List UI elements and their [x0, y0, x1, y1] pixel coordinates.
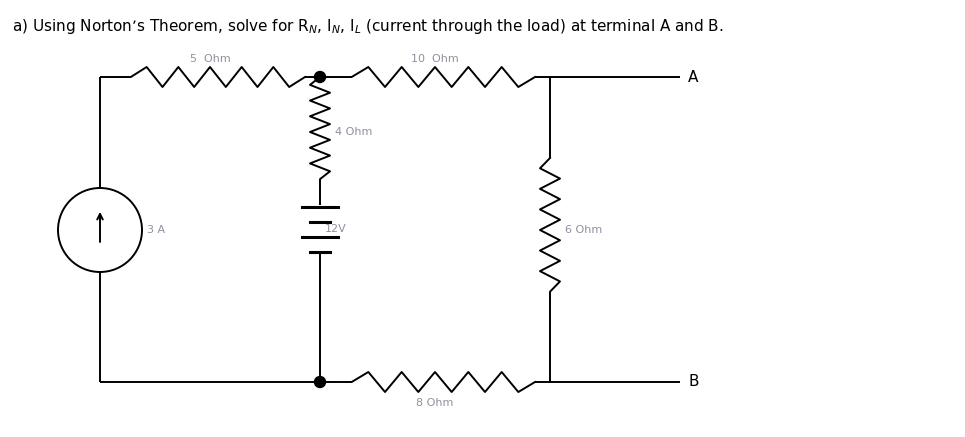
Text: B: B: [688, 375, 699, 389]
Text: 5  Ohm: 5 Ohm: [190, 54, 231, 64]
Text: 6 Ohm: 6 Ohm: [565, 225, 602, 235]
Circle shape: [315, 72, 325, 83]
Text: 12V: 12V: [325, 225, 346, 235]
Text: 4 Ohm: 4 Ohm: [335, 127, 372, 137]
Text: a) Using Norton’s Theorem, solve for R$_{N}$, I$_{N}$, I$_{L}$ (current through : a) Using Norton’s Theorem, solve for R$_…: [12, 17, 723, 36]
Circle shape: [315, 377, 325, 388]
Text: 3 A: 3 A: [147, 225, 165, 235]
Text: A: A: [688, 69, 699, 84]
Text: 8 Ohm: 8 Ohm: [416, 398, 454, 408]
Text: 10  Ohm: 10 Ohm: [411, 54, 459, 64]
